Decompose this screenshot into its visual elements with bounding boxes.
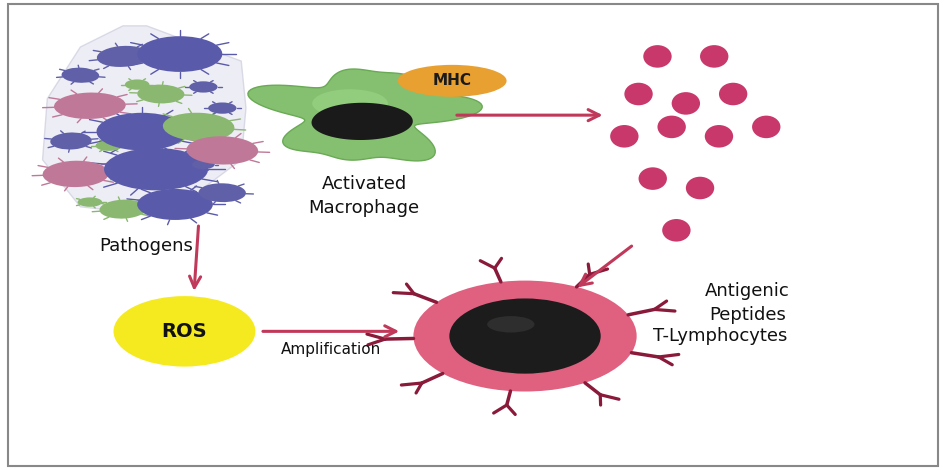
- Ellipse shape: [99, 200, 147, 219]
- Ellipse shape: [186, 136, 258, 164]
- Ellipse shape: [137, 36, 222, 72]
- Ellipse shape: [137, 85, 184, 103]
- Ellipse shape: [54, 93, 126, 119]
- Ellipse shape: [672, 92, 700, 115]
- Ellipse shape: [104, 148, 208, 190]
- Ellipse shape: [610, 125, 639, 148]
- Ellipse shape: [43, 161, 109, 187]
- Text: MHC: MHC: [432, 73, 472, 88]
- Ellipse shape: [163, 113, 235, 141]
- Ellipse shape: [125, 79, 149, 90]
- Ellipse shape: [112, 172, 134, 181]
- Ellipse shape: [312, 89, 388, 118]
- Text: Activated
Macrophage: Activated Macrophage: [308, 175, 420, 217]
- FancyBboxPatch shape: [8, 4, 938, 466]
- Ellipse shape: [96, 46, 149, 67]
- Ellipse shape: [657, 116, 686, 138]
- Polygon shape: [43, 26, 246, 216]
- Ellipse shape: [208, 102, 236, 114]
- Ellipse shape: [137, 189, 213, 220]
- Ellipse shape: [96, 113, 187, 150]
- Ellipse shape: [624, 83, 653, 105]
- Ellipse shape: [643, 45, 672, 68]
- Ellipse shape: [189, 81, 218, 93]
- Polygon shape: [248, 69, 482, 161]
- Ellipse shape: [397, 65, 507, 97]
- Circle shape: [114, 296, 255, 367]
- Ellipse shape: [487, 316, 534, 333]
- Polygon shape: [311, 103, 412, 140]
- Ellipse shape: [686, 177, 714, 199]
- Ellipse shape: [700, 45, 728, 68]
- Ellipse shape: [192, 160, 215, 169]
- Ellipse shape: [199, 183, 246, 202]
- Ellipse shape: [61, 68, 99, 83]
- Ellipse shape: [752, 116, 780, 138]
- Ellipse shape: [639, 167, 667, 190]
- Circle shape: [413, 281, 637, 392]
- Ellipse shape: [662, 219, 691, 242]
- Text: T-Lymphocytes: T-Lymphocytes: [653, 327, 787, 345]
- Ellipse shape: [50, 133, 92, 149]
- Text: Amplification: Amplification: [281, 342, 381, 357]
- Text: Pathogens: Pathogens: [99, 237, 194, 255]
- Ellipse shape: [96, 141, 122, 151]
- Ellipse shape: [705, 125, 733, 148]
- Ellipse shape: [78, 197, 102, 207]
- Text: ROS: ROS: [162, 322, 207, 341]
- Circle shape: [449, 298, 601, 374]
- Ellipse shape: [719, 83, 747, 105]
- Text: Antigenic
Peptides: Antigenic Peptides: [705, 282, 790, 324]
